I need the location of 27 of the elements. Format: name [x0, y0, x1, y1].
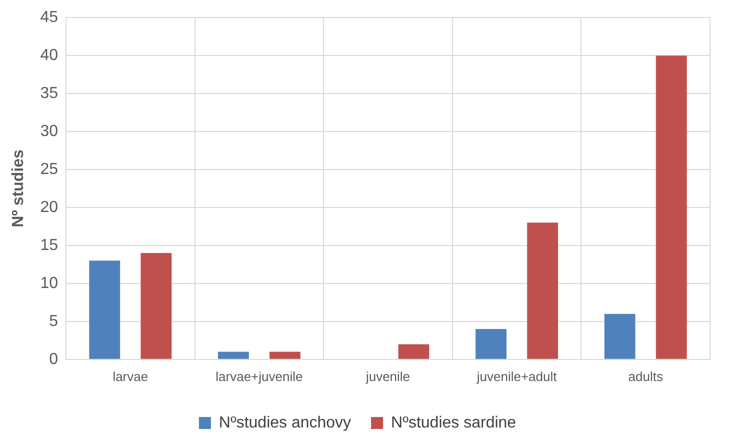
- y-tick-label: 0: [49, 350, 58, 368]
- legend-label: Nºstudies sardine: [391, 414, 516, 432]
- bar: [218, 352, 249, 359]
- bar: [140, 253, 172, 359]
- y-tick-label: 25: [40, 160, 58, 178]
- legend-label: Nºstudies anchovy: [218, 414, 352, 432]
- y-axis-title: Nº studies: [10, 149, 28, 228]
- y-tick-label: 10: [40, 274, 58, 292]
- y-tick-label: 35: [40, 84, 58, 102]
- x-tick-label: juvenile+adult: [476, 368, 558, 384]
- y-tick-label: 30: [40, 122, 58, 140]
- x-tick-label: larvae+juvenile: [216, 368, 303, 384]
- y-tick-label: 45: [40, 9, 58, 26]
- bar: [527, 222, 558, 359]
- bar: [398, 344, 430, 359]
- y-tick-label: 15: [40, 236, 58, 254]
- bar: [476, 329, 506, 359]
- x-tick-label: juvenile: [364, 368, 410, 384]
- x-tick-label: adults: [628, 368, 664, 384]
- y-tick-label: 40: [40, 46, 58, 64]
- bar: [604, 314, 636, 359]
- y-tick-label: 20: [40, 198, 58, 216]
- bar: [270, 352, 300, 359]
- bar: [89, 260, 120, 359]
- x-tick-label: larvae: [112, 368, 148, 384]
- y-tick-label: 5: [49, 312, 58, 330]
- bar: [656, 56, 687, 359]
